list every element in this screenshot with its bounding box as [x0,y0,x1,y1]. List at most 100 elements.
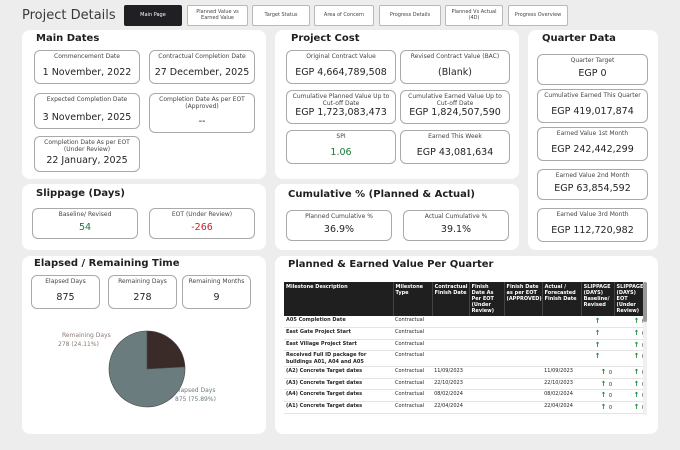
tab-main-page[interactable]: Main Page [124,5,182,26]
tab-area-of-concern[interactable]: Area of Concern [314,5,374,26]
column-header[interactable]: Actual / Forecasted Finish Date [541,282,582,316]
card-value: EGP 242,442,299 [551,144,634,155]
milestone-table-container[interactable]: Milestone Description Milestone Type Contr… [284,282,647,415]
card-value: EGP 419,017,874 [551,106,634,117]
table-cell [504,327,543,340]
slippage-title: Slippage (Days) [36,188,125,199]
tab-progress-details[interactable]: Progress Details [379,5,441,26]
table-cell [504,366,543,379]
table-row[interactable]: (A2) Concrete Target dates Contractual 11/… [284,366,647,379]
slippage-panel: Slippage (Days) Baseline/ Revised 54 EOT… [22,184,266,250]
column-header[interactable]: Milestone Description [284,282,393,316]
table-header-row: Milestone Description Milestone Type Contr… [284,282,647,316]
card-value: (Blank) [438,67,472,78]
table-cell: 22/10/2023 [542,378,582,391]
scrollbar-thumb[interactable] [643,282,647,322]
table-cell [504,389,543,402]
card-value: -- [198,116,206,127]
up-arrow-icon: ↑ [633,328,642,337]
card-value: EGP 4,664,789,508 [295,67,387,78]
up-arrow-icon: ↑ [600,391,609,400]
column-header[interactable]: Milestone Type [392,282,433,316]
up-arrow-icon: ↑ [633,340,642,349]
table-row[interactable]: Received Full ID package for buildings A… [284,350,647,367]
table-cell: 22/10/2023 [432,378,470,391]
table-row[interactable]: East Village Project Start Contractual ↑ ↑… [284,339,647,352]
card-label: Original Contract Value [306,53,376,60]
card-value: EGP 1,723,083,473 [295,107,387,118]
table-cell: (A3) Concrete Target dates [284,378,393,391]
card-label: Earned Value 1st Month [556,130,629,137]
table-cell [542,327,582,340]
card-value: EGP 0 [578,68,607,79]
card-value: 27 December, 2025 [154,67,250,78]
table-cell: (A1) Concrete Target dates [284,401,393,414]
card-label: Cumulative Planned Value Up to Cut-off D… [292,93,390,107]
remaining-days-card: Remaining Days 278 [108,275,177,309]
table-cell: 11/09/2023 [542,366,582,379]
table-row[interactable]: (A3) Concrete Target dates Contractual 22/… [284,378,647,391]
tab-target-status[interactable]: Target Status [252,5,310,26]
elapsed-days-card: Elapsed Days 875 [31,275,100,309]
quarter-target-card: Quarter Target EGP 0 [537,54,648,85]
table-cell [504,339,543,352]
column-header[interactable]: Finish Date As Per EOT (Under Review) [468,282,505,316]
card-label: Quarter Target [570,57,615,64]
planned-cumulative-card: Planned Cumulative % 36.9% [286,210,392,241]
up-arrow-icon: ↑ [633,379,642,388]
card-value: EGP 63,854,592 [554,183,631,194]
table-cell: Contractual [393,378,433,391]
card-label: Cumulative Earned Value Up to Cut-off Da… [408,93,502,107]
pie-label-elapsed-value: 875 (75.89%) [175,396,216,403]
table-row[interactable]: (A4) Concrete Target dates Contractual 08/… [284,389,647,402]
table-cell: (A2) Concrete Target dates [284,366,393,379]
cumulative-earned-card: Cumulative Earned Value Up to Cut-off Da… [400,90,510,124]
project-cost-panel: Project Cost Original Contract Value EGP… [275,30,519,179]
table-cell: (A4) Concrete Target dates [284,389,393,402]
earned-this-week-card: Earned This Week EGP 43,081,634 [400,130,510,164]
card-label: Revised Contract Value (BAC) [410,53,500,60]
tab-planned-vs-earned[interactable]: Planned Value vs Earned Value [187,5,248,26]
card-value: 875 [56,292,75,303]
table-cell: 22/04/2024 [542,401,582,414]
card-value: EGP 112,720,982 [551,225,634,236]
table-scrollbar[interactable] [643,282,647,415]
completion-eot-approved-card: Completion Date As per EOT (Approved) -- [149,93,255,133]
pie-slice-remaining-days[interactable] [146,330,186,370]
table-row[interactable]: (A1) Concrete Target dates Contractual 22/… [284,401,647,414]
contractual-completion-card: Contractual Completion Date 27 December,… [149,50,255,84]
card-label: Commencement Date [54,53,120,60]
tab-progress-overview[interactable]: Progress Overview [508,5,568,26]
column-header[interactable]: SLIPPAGE (DAYS) EOT (Under Review) [613,282,647,316]
pie-slice-elapsed-days[interactable] [108,330,186,408]
table-cell [542,316,582,328]
table-cell [469,350,505,367]
column-header[interactable]: Contractual Finish Date [431,282,470,316]
spi-card: SPI 1.06 [286,130,396,164]
cumulative-earned-quarter-card: Cumulative Earned This Quarter EGP 419,0… [537,89,648,123]
slippage-value: 0 [608,381,613,388]
column-header[interactable]: Finish Date as per EOT (APPROVED) [503,282,543,316]
table-cell: ↑ 0 [581,378,615,391]
up-arrow-icon: ↑ [633,352,642,361]
card-label: Contractual Completion Date [158,53,246,60]
up-arrow-icon: ↑ [594,317,601,325]
tab-planned-vs-actual[interactable]: Planned Vs Actual (4D) [445,5,503,26]
cumulative-planned-card: Cumulative Planned Value Up to Cut-off D… [286,90,396,124]
actual-cumulative-card: Actual Cumulative % 39.1% [403,210,509,241]
card-value: 22 January, 2025 [46,155,128,166]
card-label: Earned Value 2nd Month [555,172,630,179]
up-arrow-icon: ↑ [633,391,642,400]
table-cell [432,316,470,328]
table-cell: Received Full ID package for buildings A… [284,350,393,367]
page-title: Project Details [22,8,116,23]
card-label: Baseline/ Revised [58,211,112,218]
table-cell [469,316,505,328]
table-cell: A05 Completion Date [284,316,393,328]
table-cell: 22/04/2024 [432,401,470,414]
column-header[interactable]: SLIPPAGE (DAYS) Baseline/ Revised [580,282,615,316]
table-cell: 08/02/2024 [542,389,582,402]
table-cell: ↑ [581,339,615,352]
